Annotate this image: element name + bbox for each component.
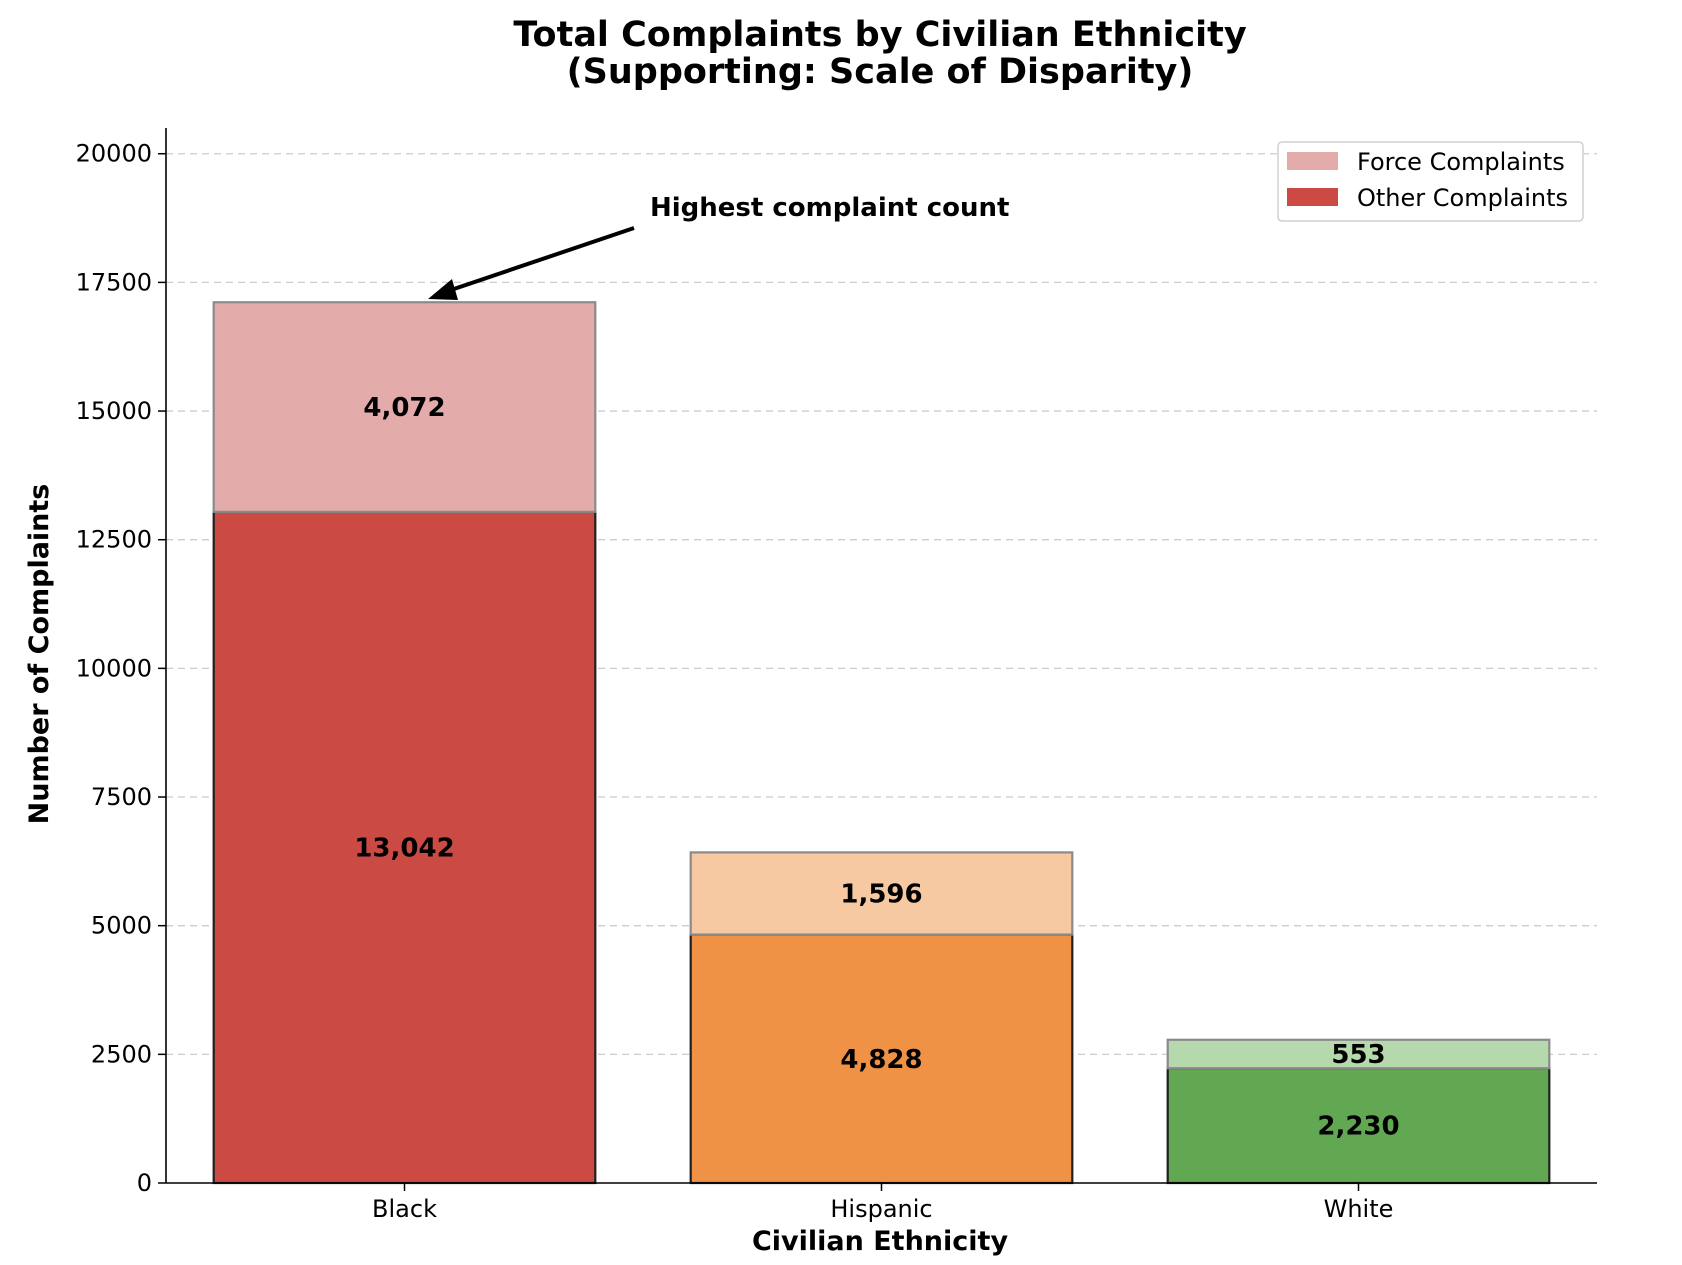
data-label-force: 4,072 (363, 393, 445, 423)
data-label-other: 4,828 (840, 1045, 922, 1075)
y-tick-label: 17500 (76, 268, 152, 296)
x-axis-label: Civilian Ethnicity (752, 1226, 1008, 1257)
legend-label-force: Force Complaints (1357, 148, 1565, 176)
data-label-force: 553 (1331, 1040, 1385, 1070)
annotation-arrow-head (428, 279, 458, 300)
x-tick-label: Hispanic (830, 1195, 932, 1223)
legend: Force Complaints Other Complaints (1277, 141, 1584, 222)
chart-title-line-2: (Supporting: Scale of Disparity) (567, 52, 1194, 92)
y-tick-label: 2500 (91, 1040, 152, 1068)
y-tick-label: 10000 (76, 654, 152, 682)
data-label-other: 13,042 (354, 833, 454, 863)
y-axis-label: Number of Complaints (24, 484, 55, 825)
data-label-force: 1,596 (840, 879, 922, 909)
annotation-arrow-line (444, 226, 635, 294)
bar-other-black (212, 510, 597, 1185)
y-tick-label: 15000 (76, 397, 152, 425)
data-label-other: 2,230 (1317, 1112, 1399, 1142)
legend-swatch-force (1287, 152, 1338, 170)
y-tick-label: 12500 (76, 526, 152, 554)
y-tick-label: 5000 (91, 912, 152, 940)
legend-frame (1277, 141, 1584, 222)
chart-title-line-1: Total Complaints by Civilian Ethnicity (513, 15, 1247, 55)
bar-force-black (212, 301, 597, 513)
annotation: Highest complaint count (428, 193, 1009, 300)
x-tick-label: Black (372, 1195, 437, 1223)
legend-swatch-other (1287, 188, 1338, 206)
legend-label-other: Other Complaints (1357, 184, 1568, 212)
y-tick-label: 7500 (91, 783, 152, 811)
bar-force-hispanic (689, 851, 1074, 936)
annotation-text: Highest complaint count (650, 193, 1009, 223)
axes: 0 2500 5000 7500 10000 12500 15000 17500 20000 Bl… (76, 128, 1597, 1223)
bar-other-hispanic (689, 933, 1074, 1185)
y-tick-label: 0 (137, 1169, 152, 1197)
bars: 13,042 4,072 4,828 1,596 2,230 553 (212, 301, 1551, 1185)
bar-force-white (1166, 1038, 1551, 1070)
bar-other-white (1166, 1067, 1551, 1185)
x-tick-label: White (1324, 1195, 1394, 1223)
y-tick-label: 20000 (76, 140, 152, 168)
